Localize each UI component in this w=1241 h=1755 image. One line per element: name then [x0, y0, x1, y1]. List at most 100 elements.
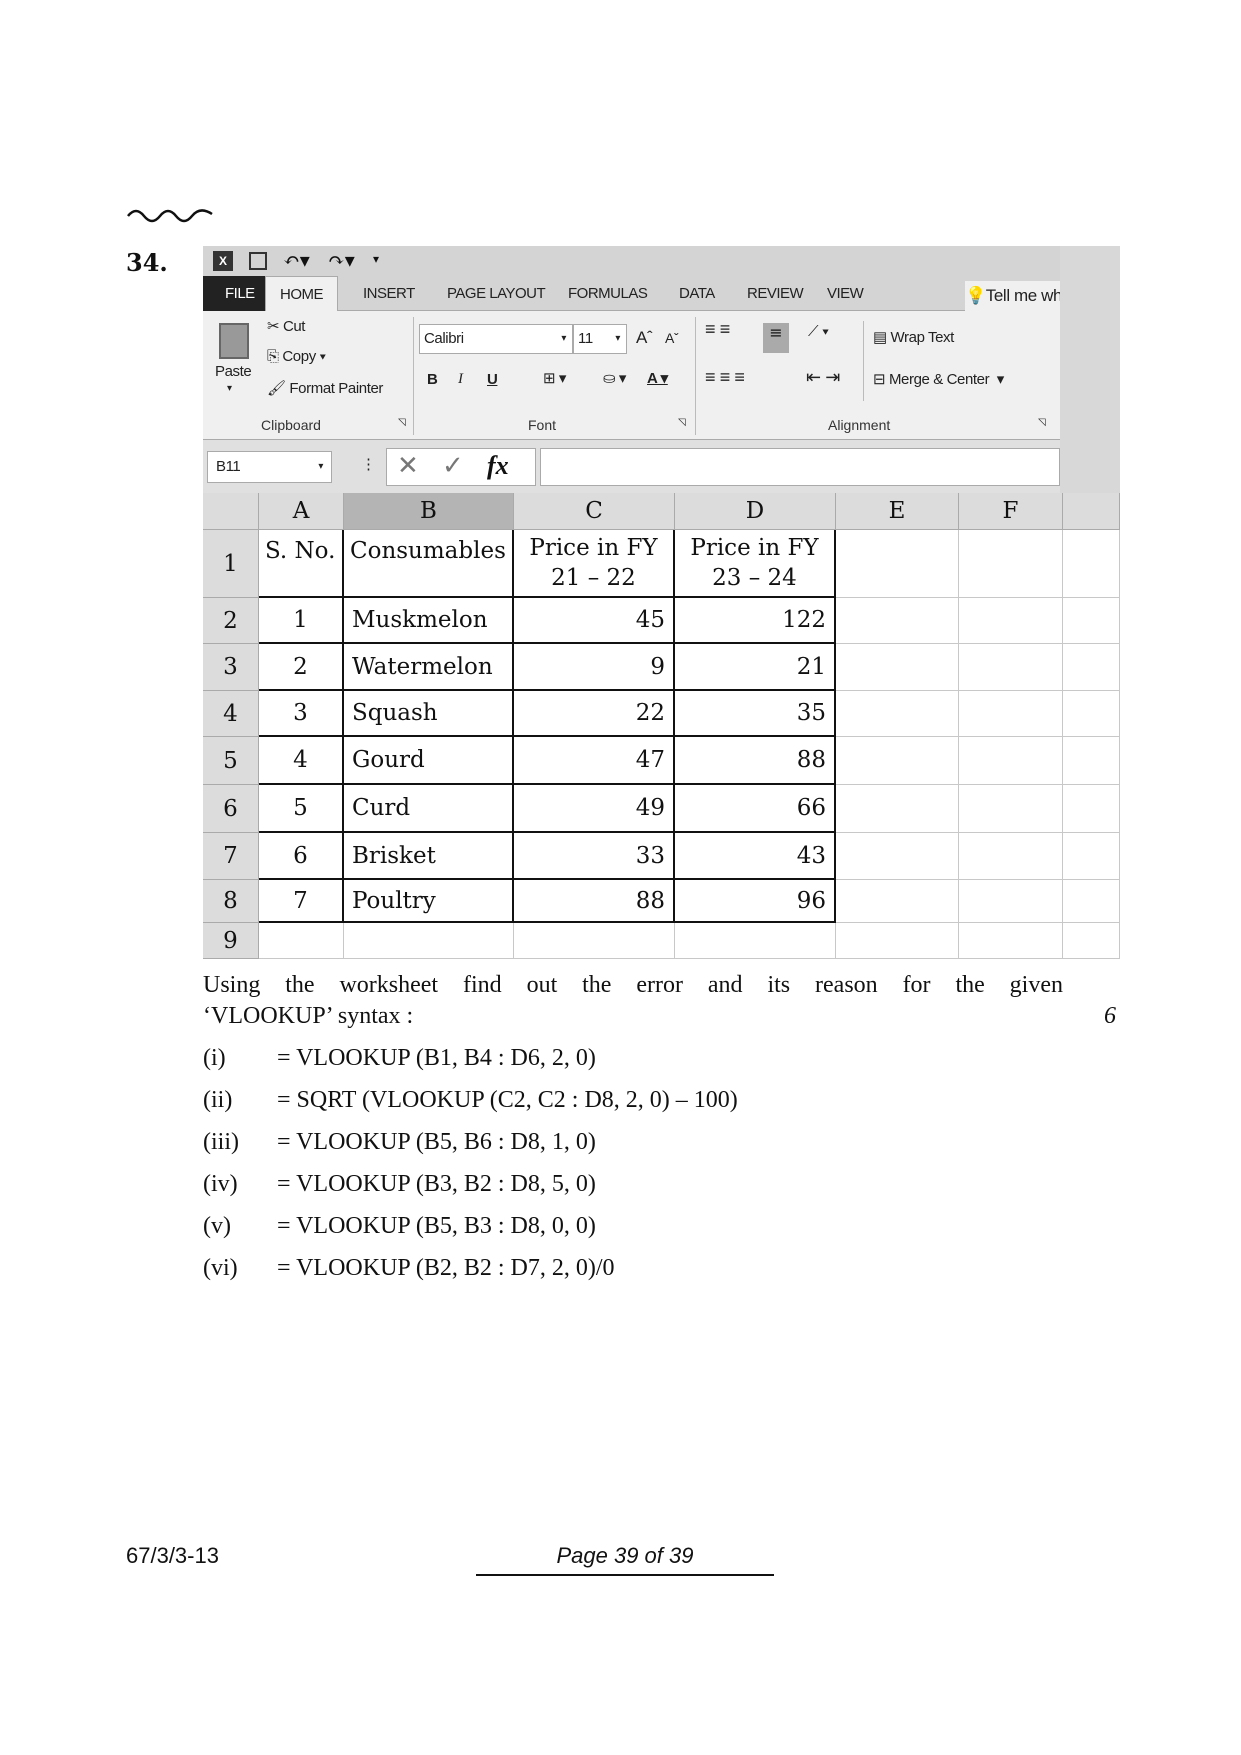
table-cell[interactable]: Poultry [344, 880, 514, 923]
table-cell[interactable]: 96 [675, 880, 836, 923]
table-cell[interactable] [959, 833, 1063, 880]
column-header[interactable] [1063, 493, 1120, 530]
select-all-button[interactable] [203, 493, 259, 530]
underline-button[interactable]: U [487, 371, 498, 388]
tab-page-layout[interactable]: PAGE LAYOUT [447, 285, 546, 302]
table-cell[interactable]: 22 [514, 691, 675, 737]
table-cell[interactable]: Consumables [344, 530, 514, 598]
cancel-icon[interactable]: ✕ [397, 451, 419, 481]
row-header-7[interactable]: 7 [203, 833, 259, 880]
table-cell[interactable] [959, 737, 1063, 785]
fill-color-icon[interactable]: ⛀ ▾ [603, 370, 627, 387]
table-cell[interactable]: 4 [259, 737, 344, 785]
table-cell[interactable]: Squash [344, 691, 514, 737]
decrease-font-icon[interactable]: Aˇ [665, 330, 679, 346]
table-cell[interactable] [259, 923, 344, 959]
customize-toolbar-icon[interactable]: ▾ [373, 252, 380, 266]
table-cell[interactable]: 47 [514, 737, 675, 785]
table-cell[interactable] [836, 644, 959, 691]
table-cell[interactable] [959, 880, 1063, 923]
table-cell[interactable] [1063, 691, 1120, 737]
orientation-icon[interactable]: ⟋ ▾ [808, 323, 829, 340]
column-header-D[interactable]: D [675, 493, 836, 530]
borders-icon[interactable]: ⊞ ▾ [543, 370, 567, 387]
table-cell[interactable]: 9 [514, 644, 675, 691]
tab-home[interactable]: HOME [265, 276, 338, 311]
table-cell[interactable]: 35 [675, 691, 836, 737]
table-cell[interactable] [344, 923, 514, 959]
table-cell[interactable]: Curd [344, 785, 514, 833]
format-painter-button[interactable]: 🖌 Format Painter [267, 380, 384, 397]
table-cell[interactable]: 45 [514, 598, 675, 644]
column-header-A[interactable]: A [259, 493, 344, 530]
row-header-8[interactable]: 8 [203, 880, 259, 923]
cut-button[interactable]: ✂ Cut [267, 318, 306, 335]
table-cell[interactable]: S. No. [259, 530, 344, 598]
table-cell[interactable]: Price in FY 21 – 22 [514, 530, 675, 598]
table-cell[interactable]: 5 [259, 785, 344, 833]
table-cell[interactable] [836, 833, 959, 880]
table-cell[interactable]: 1 [259, 598, 344, 644]
table-cell[interactable] [836, 880, 959, 923]
column-header-B[interactable]: B [344, 493, 514, 530]
table-cell[interactable] [836, 923, 959, 959]
bold-button[interactable]: B [427, 371, 438, 388]
table-cell[interactable] [836, 737, 959, 785]
table-cell[interactable]: 88 [514, 880, 675, 923]
dialog-launcher-icon[interactable]: ◹ [398, 417, 406, 428]
tab-insert[interactable]: INSERT [363, 285, 415, 302]
redo-icon[interactable]: ↷▾ [328, 248, 355, 272]
align-bottom-icon[interactable]: ≡ [763, 323, 789, 353]
table-cell[interactable] [959, 785, 1063, 833]
table-cell[interactable]: 88 [675, 737, 836, 785]
font-color-icon[interactable]: A ▾ [647, 370, 668, 387]
table-cell[interactable]: 122 [675, 598, 836, 644]
tab-data[interactable]: DATA [679, 285, 715, 302]
enter-icon[interactable]: ✓ [442, 451, 464, 481]
table-cell[interactable]: Watermelon [344, 644, 514, 691]
row-header-1[interactable]: 1 [203, 530, 259, 598]
formula-input[interactable] [540, 448, 1060, 486]
table-cell[interactable] [1063, 785, 1120, 833]
name-box[interactable]: B11 ▾ [207, 451, 332, 483]
paste-icon[interactable] [219, 323, 249, 359]
table-cell[interactable]: 2 [259, 644, 344, 691]
table-cell[interactable] [959, 923, 1063, 959]
table-cell[interactable] [836, 691, 959, 737]
row-header-2[interactable]: 2 [203, 598, 259, 644]
table-cell[interactable] [514, 923, 675, 959]
table-cell[interactable] [1063, 880, 1120, 923]
align-left-center-right-icon[interactable]: ≡ ≡ ≡ [705, 367, 745, 387]
wrap-text-button[interactable]: ▤ Wrap Text [873, 329, 954, 346]
paste-dropdown-icon[interactable]: ▾ [227, 383, 232, 394]
tab-file[interactable]: FILE [203, 276, 277, 311]
row-header-5[interactable]: 5 [203, 737, 259, 785]
table-cell[interactable]: 33 [514, 833, 675, 880]
table-cell[interactable]: Gourd [344, 737, 514, 785]
table-cell[interactable] [675, 923, 836, 959]
table-cell[interactable] [1063, 833, 1120, 880]
table-cell[interactable]: 49 [514, 785, 675, 833]
column-header-E[interactable]: E [836, 493, 959, 530]
table-cell[interactable] [836, 785, 959, 833]
table-cell[interactable] [836, 598, 959, 644]
save-icon[interactable] [249, 252, 267, 270]
table-cell[interactable]: Brisket [344, 833, 514, 880]
increase-font-icon[interactable]: Aˆ [636, 328, 653, 347]
row-header-9[interactable]: 9 [203, 923, 259, 959]
table-cell[interactable] [1063, 923, 1120, 959]
table-cell[interactable]: 66 [675, 785, 836, 833]
column-header-C[interactable]: C [514, 493, 675, 530]
merge-center-button[interactable]: ⊟ Merge & Center ▾ [873, 371, 1004, 388]
table-cell[interactable] [1063, 530, 1120, 598]
paste-button[interactable]: Paste [215, 363, 252, 380]
table-cell[interactable] [959, 644, 1063, 691]
table-cell[interactable] [1063, 644, 1120, 691]
tab-view[interactable]: VIEW [827, 285, 864, 302]
tab-formulas[interactable]: FORMULAS [568, 285, 648, 302]
table-cell[interactable] [959, 530, 1063, 598]
indent-icon[interactable]: ⇤ ⇥ [806, 367, 840, 387]
undo-icon[interactable]: ↶▾ [283, 248, 310, 272]
table-cell[interactable]: 6 [259, 833, 344, 880]
row-header-3[interactable]: 3 [203, 644, 259, 691]
